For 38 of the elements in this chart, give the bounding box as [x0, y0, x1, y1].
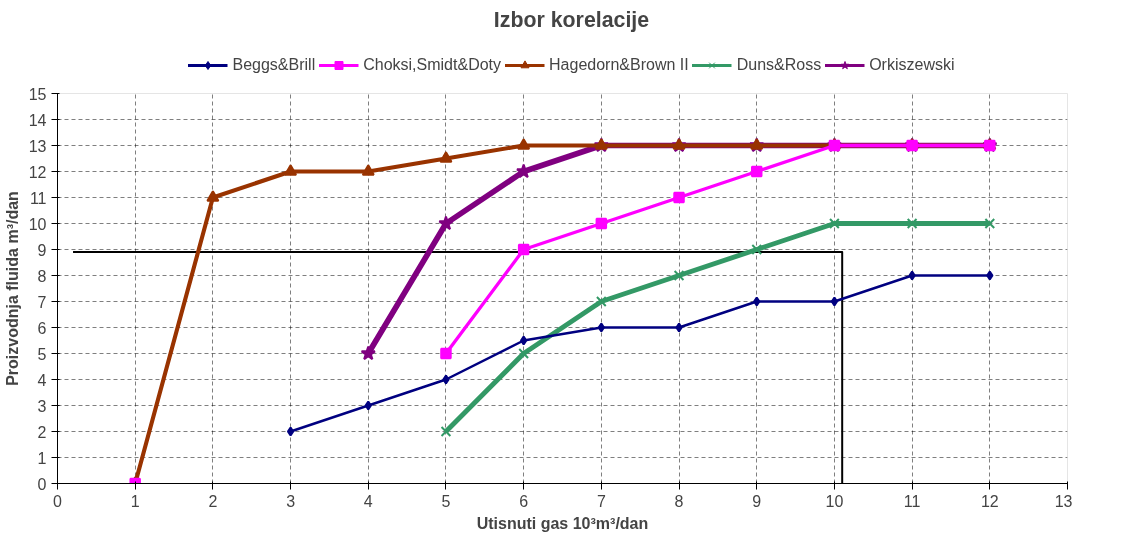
- legend-label: Orkiszewski: [869, 56, 955, 74]
- y-tick-label: 12: [28, 163, 47, 181]
- y-tick-label: 5: [37, 345, 47, 363]
- x-tick-label: 7: [596, 492, 606, 510]
- x-tick-label: 11: [903, 492, 921, 510]
- x-tick-label: 5: [441, 492, 451, 510]
- y-tick-label: 14: [28, 111, 47, 129]
- x-tick-label: 4: [363, 492, 373, 510]
- y-tick-label: 3: [37, 397, 47, 415]
- x-tick-label: 9: [752, 492, 762, 510]
- legend-label: Duns&Ross: [736, 56, 822, 74]
- y-tick-label: 15: [28, 85, 47, 103]
- y-tick-label: 6: [37, 319, 47, 337]
- x-tick-label: 12: [980, 492, 999, 510]
- y-tick-label: 1: [37, 449, 47, 467]
- x-tick-label: 8: [674, 492, 684, 510]
- legend-label: Choksi,Smidt&Doty: [363, 56, 502, 74]
- y-tick-label: 10: [28, 215, 47, 233]
- y-tick-label: 7: [37, 293, 47, 311]
- x-tick-label: 1: [130, 492, 140, 510]
- legend-label: Beggs&Brill: [232, 56, 316, 74]
- x-tick-label: 10: [825, 492, 844, 510]
- legend-label: Hagedorn&Brown II: [549, 56, 689, 74]
- y-tick-label: 2: [37, 423, 47, 441]
- y-tick-label: 13: [28, 137, 47, 155]
- y-tick-label: 0: [37, 475, 47, 493]
- x-tick-label: 6: [519, 492, 529, 510]
- x-tick-label: 0: [53, 492, 63, 510]
- y-tick-label: 4: [37, 371, 47, 389]
- y-axis-title: Proizvodnja fluida m³/dan: [3, 191, 21, 386]
- x-tick-label: 13: [1054, 492, 1073, 510]
- chart-title: Izbor korelacije: [493, 7, 650, 32]
- y-tick-label: 8: [37, 267, 47, 285]
- x-axis-title: Utisnuti gas 10³m³/dan: [476, 514, 649, 532]
- y-tick-label: 11: [29, 189, 47, 207]
- x-tick-label: 2: [208, 492, 218, 510]
- y-tick-label: 9: [37, 241, 47, 259]
- x-tick-label: 3: [286, 492, 296, 510]
